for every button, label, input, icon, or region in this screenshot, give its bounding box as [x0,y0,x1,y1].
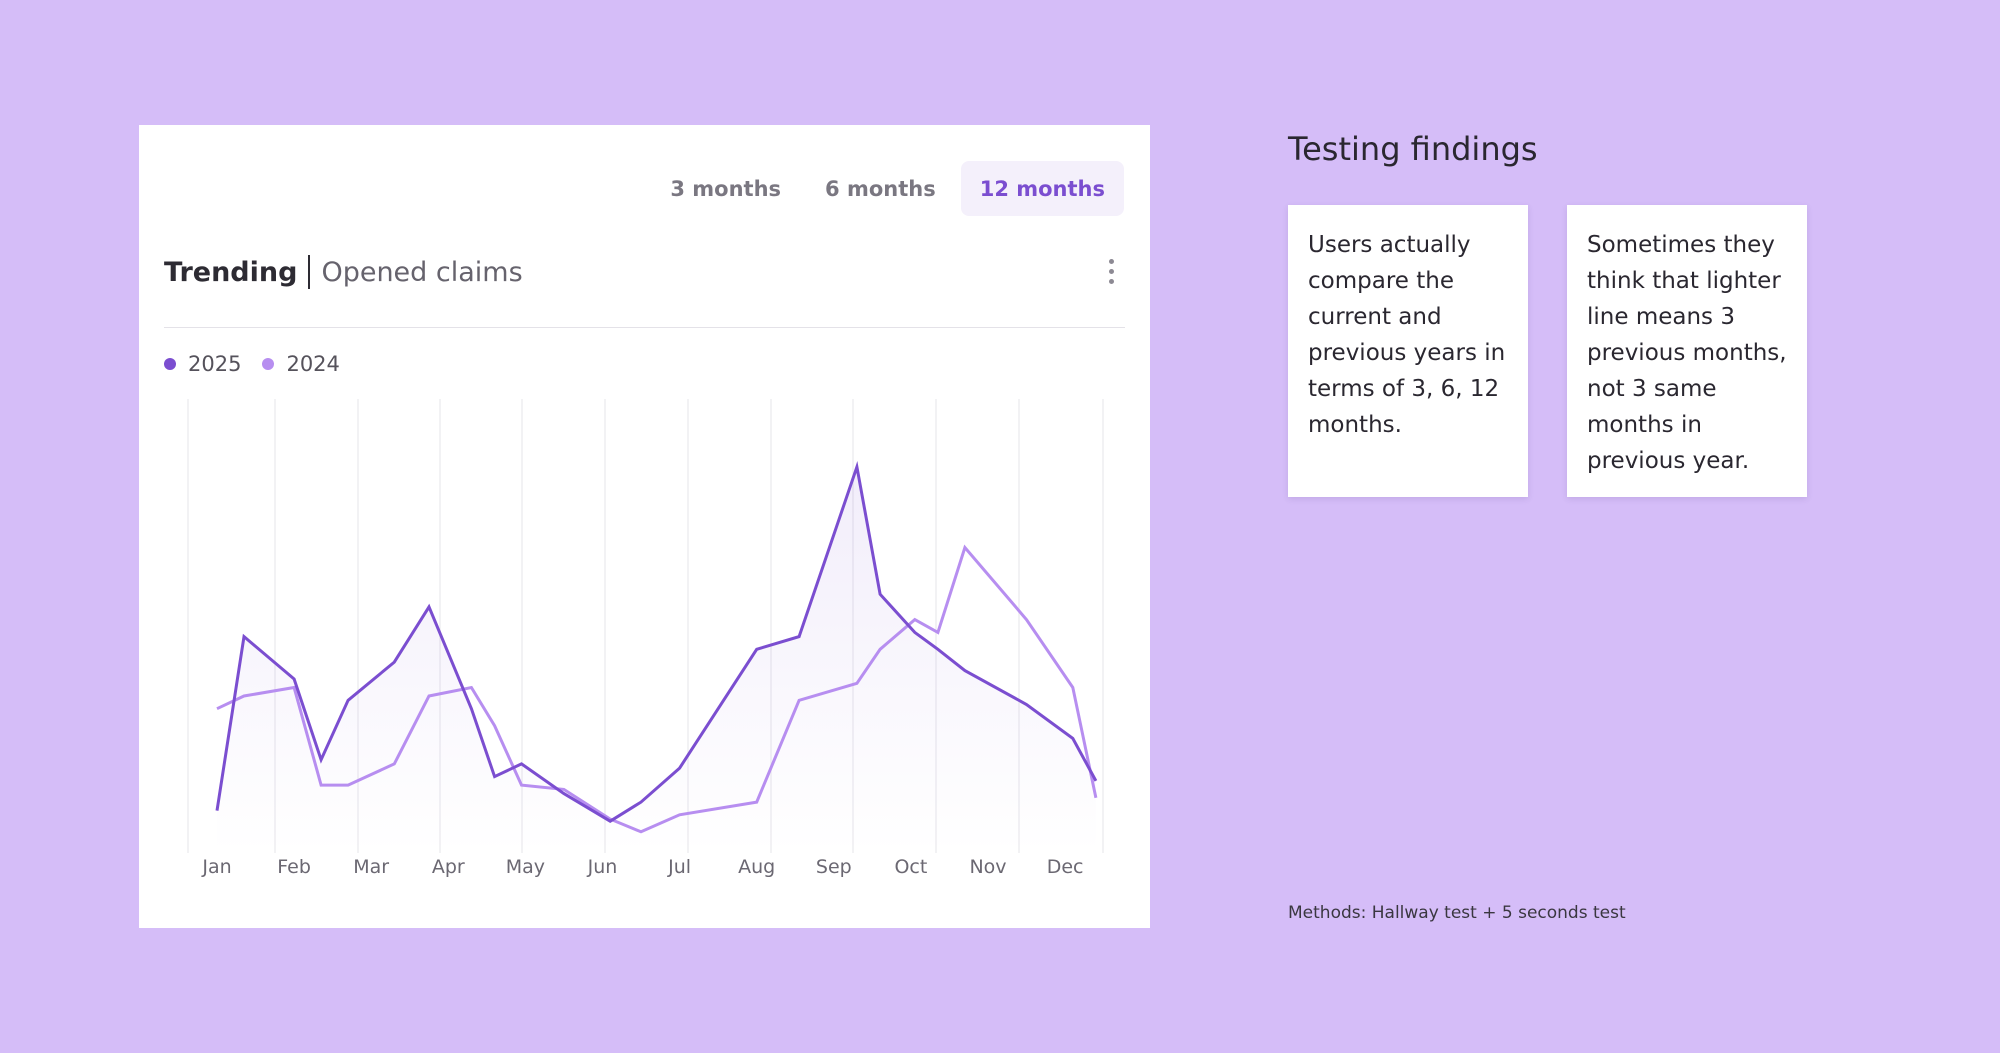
series-area-2025 [217,466,1096,853]
legend-dot-2025 [164,358,176,370]
legend-label-2025: 2025 [188,352,242,376]
x-tick-label: Mar [353,856,389,878]
x-tick-label: Dec [1047,856,1084,878]
period-tabs: 3 months 6 months 12 months [651,161,1124,216]
tab-3-months[interactable]: 3 months [670,176,782,201]
legend-item-2025: 2025 [164,352,241,376]
x-tick-label: Jun [587,856,618,878]
title-separator [308,255,311,289]
x-tick-label: Aug [738,856,775,878]
x-tick-label: May [506,856,545,878]
x-tick-label: Oct [894,856,927,878]
tab-6-months[interactable]: 6 months [825,176,936,201]
x-tick-label: Jan [201,856,231,878]
chart-header: Trending Opened claims [164,255,523,289]
trending-chart-card: 3 months 6 months 12 months Trending Ope… [139,125,1150,928]
finding-note-2: Sometimes they think that lighter line m… [1567,205,1807,497]
legend-dot-2024 [262,358,275,370]
chart-title: Trending [164,256,298,288]
legend-label-2024: 2024 [286,352,340,376]
series-line-2024 [216,544,1098,834]
more-options-icon[interactable] [1102,253,1120,289]
x-tick-label: Feb [277,856,311,878]
finding-note-1: Users actually compare the current and p… [1288,205,1528,497]
findings-title: Testing findings [1288,130,1538,168]
legend-item-2024: 2024 [262,352,340,376]
x-tick-label: Nov [969,856,1006,878]
methods-text: Methods: Hallway test + 5 seconds test [1288,903,1626,923]
x-tick-label: Jul [667,856,691,878]
header-divider [164,327,1125,328]
series-line-2025 [215,460,1098,823]
chart-legend: 2025 2024 [164,352,340,376]
line-chart: Jan Feb Mar Apr May Jun Jul Aug Sep Oct Nov Dec [187,399,1104,878]
tab-12-months[interactable]: 12 months [960,161,1124,216]
x-tick-label: Sep [816,856,852,878]
chart-subtitle: Opened claims [321,256,523,288]
x-tick-label: Apr [432,856,465,878]
